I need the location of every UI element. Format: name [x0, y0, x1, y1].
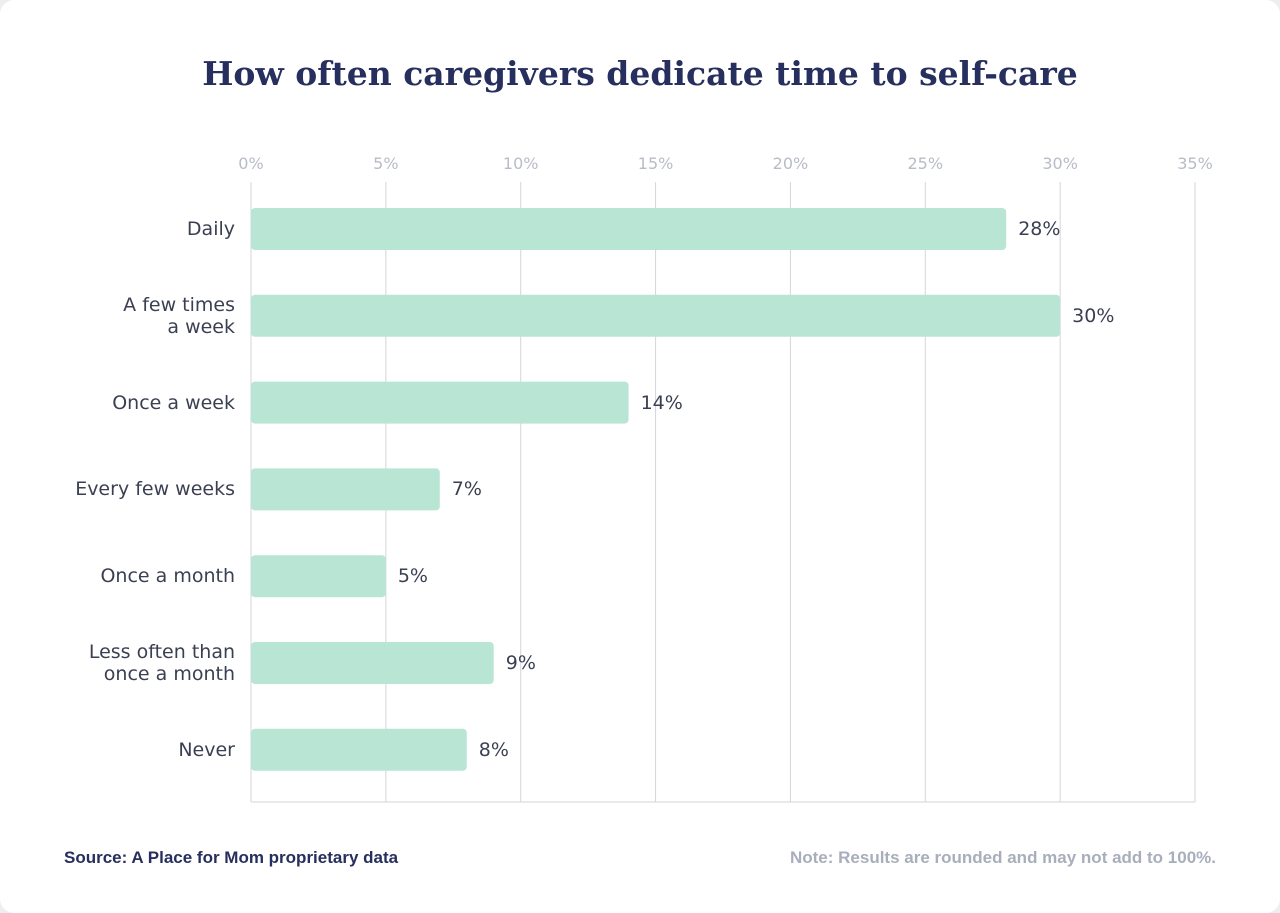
bar — [251, 642, 494, 684]
source: Source: A Place for Mom proprietary data — [64, 848, 399, 867]
bar — [251, 381, 629, 424]
x-tick-label: 20% — [772, 154, 809, 173]
data-label: 30% — [1072, 304, 1115, 327]
data-label: 14% — [640, 391, 683, 414]
bar — [251, 555, 386, 598]
data-label: 5% — [397, 565, 428, 588]
y-tick-label: Less often than once a month — [88, 641, 235, 685]
y-tick-label: Daily — [186, 218, 235, 240]
data-label: 28% — [1018, 218, 1061, 240]
data-label: 9% — [505, 652, 536, 674]
note: Note: Results are rounded and may not ad… — [789, 848, 1216, 867]
y-tick-label: Every few weeks — [75, 478, 235, 501]
x-tick-label: 0% — [238, 154, 264, 173]
y-tick-label: A few times a week — [123, 293, 235, 338]
data-label: 8% — [478, 738, 509, 761]
y-tick-label: Once a month — [100, 565, 235, 588]
chart-title: How often caregivers dedicate time to se… — [202, 54, 1078, 93]
x-tick-label: 35% — [1177, 154, 1213, 173]
x-tick-label: 25% — [907, 154, 944, 173]
y-tick-label: Once a week — [112, 391, 235, 414]
bar — [251, 208, 1007, 250]
data-label: 7% — [451, 478, 482, 501]
bar — [251, 468, 440, 511]
x-tick-label: 10% — [502, 154, 539, 173]
x-tick-label: 15% — [637, 154, 674, 173]
bar — [251, 294, 1061, 337]
x-tick-label: 30% — [1042, 154, 1078, 173]
bar — [251, 728, 467, 771]
x-tick-label: 5% — [373, 154, 399, 173]
y-tick-label: Never — [178, 738, 235, 761]
